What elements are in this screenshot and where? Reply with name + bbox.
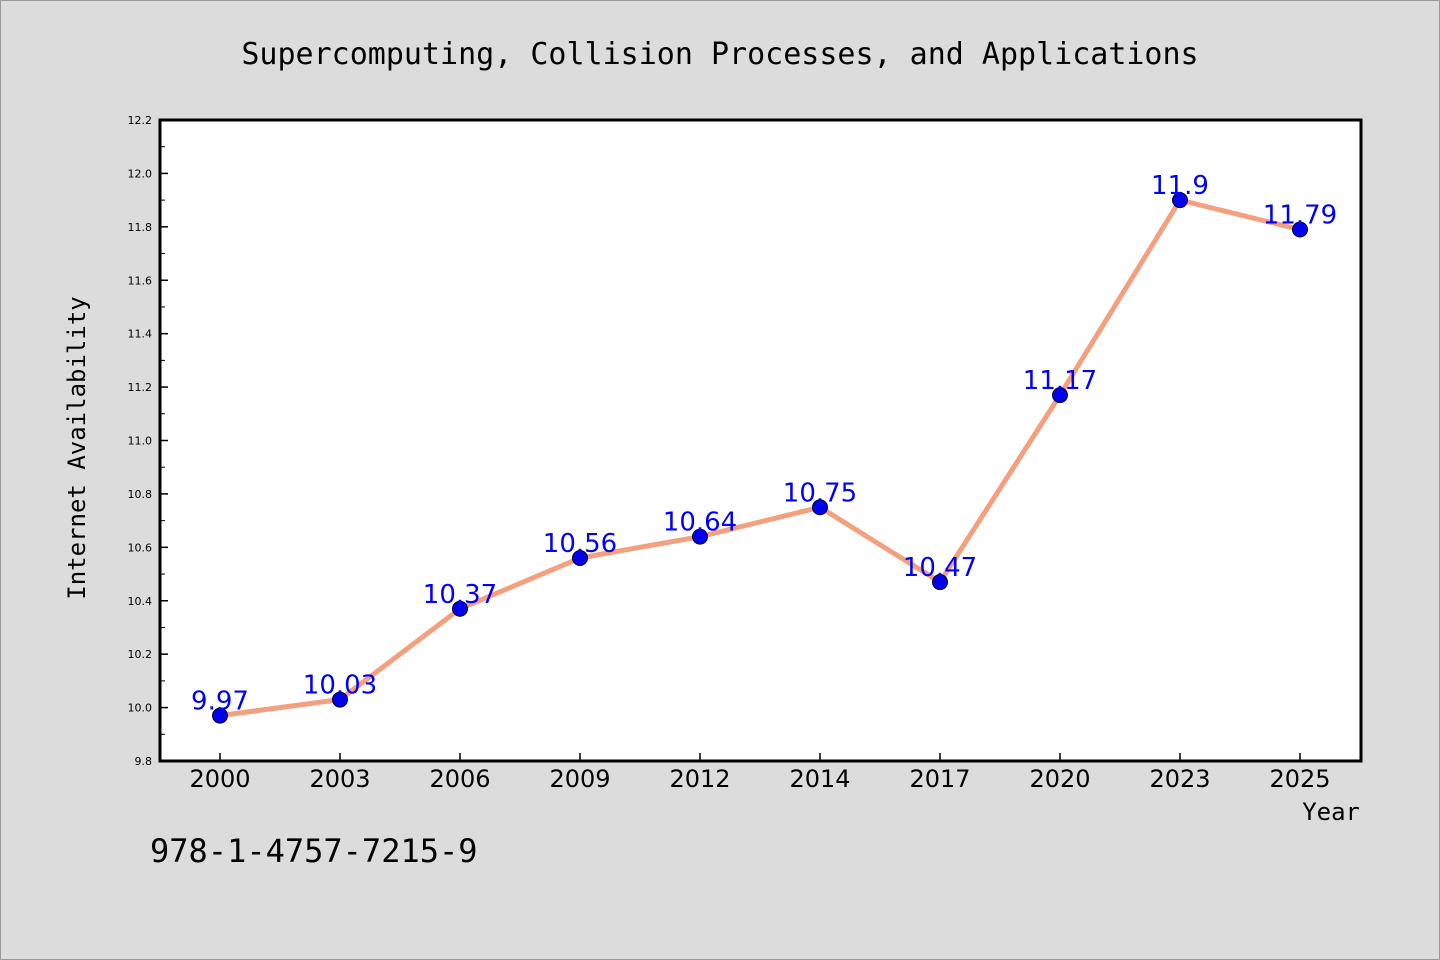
data-label: 11.79	[1263, 201, 1337, 231]
x-tick-label: 2003	[309, 765, 370, 793]
data-label: 10.47	[903, 553, 977, 583]
data-point	[1292, 221, 1308, 238]
y-tick-label: 11.4	[128, 328, 153, 341]
x-axis-label: Year	[1302, 798, 1360, 826]
data-label: 9.97	[191, 687, 249, 717]
data-label: 11.9	[1151, 171, 1209, 201]
y-tick-label: 12.2	[128, 114, 153, 127]
data-labels: 9.97 10.03 10.37 10.56 10.64 10.75 10.47 11.17 1…	[191, 171, 1337, 716]
y-tick-label: 11.6	[128, 274, 153, 287]
data-points	[212, 192, 1308, 724]
data-point	[572, 550, 588, 567]
series-line	[217, 197, 1303, 719]
data-point	[812, 499, 828, 516]
y-tick-label: 10.2	[128, 648, 153, 661]
data-label: 10.75	[783, 478, 857, 508]
data-label: 10.03	[303, 671, 377, 701]
data-point	[212, 707, 228, 724]
y-tick-label: 11.8	[128, 221, 153, 234]
x-tick-label: 2020	[1029, 765, 1090, 793]
data-point	[332, 691, 348, 708]
x-tick-label: 2014	[789, 765, 850, 793]
y-tick-label: 10.0	[128, 702, 153, 715]
plot-area	[158, 118, 1363, 763]
data-point	[452, 600, 468, 617]
x-tick-label: 2017	[909, 765, 970, 793]
data-label: 11.17	[1023, 366, 1097, 396]
y-tick-label: 10.4	[128, 595, 153, 608]
x-tick-label: 2006	[429, 765, 490, 793]
x-tick-label: 2000	[189, 765, 250, 793]
y-tick-label: 12.0	[128, 167, 153, 180]
x-tick-label: 2012	[669, 765, 730, 793]
data-point	[932, 574, 948, 591]
data-label: 10.56	[543, 529, 617, 559]
y-tick-label: 10.8	[128, 488, 153, 501]
x-axis: 2000 2003 2006 2009 2012 2014 2017 2020 2023 2025	[189, 753, 1331, 793]
y-tick-label: 11.0	[128, 435, 153, 448]
data-point	[1052, 387, 1068, 404]
x-tick-label: 2009	[549, 765, 610, 793]
data-point	[692, 528, 708, 545]
y-tick-label: 9.8	[135, 755, 153, 768]
data-point	[1172, 192, 1188, 209]
y-axis: 9.8 10.0 10.2 10.4 10.6 10.8 11.0 11.2 11.4 11.6 1…	[128, 114, 168, 768]
chart-title: Supercomputing, Collision Processes, and…	[241, 37, 1198, 72]
isbn-text: 978-1-4757-7215-9	[150, 832, 478, 870]
x-tick-label: 2023	[1149, 765, 1210, 793]
x-tick-label: 2025	[1269, 765, 1330, 793]
y-axis-label: Internet Availability	[63, 296, 91, 599]
y-tick-label: 11.2	[128, 381, 153, 394]
data-label: 10.64	[663, 508, 737, 538]
data-label: 10.37	[423, 580, 497, 610]
y-tick-label: 10.6	[128, 541, 153, 554]
